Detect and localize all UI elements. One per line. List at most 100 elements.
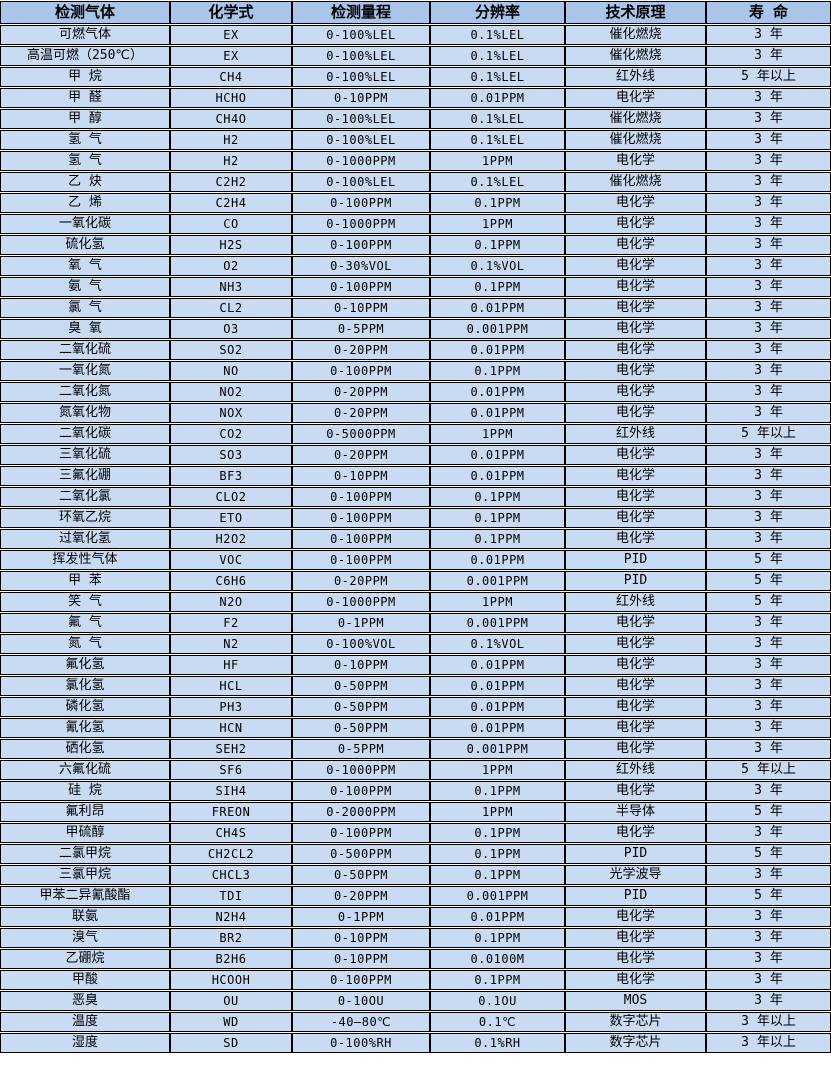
cell-gas: 二氧化硫 bbox=[0, 340, 170, 360]
cell-range: 0-100%LEL bbox=[292, 172, 430, 192]
cell-range: 0-2000PPM bbox=[292, 802, 430, 822]
cell-range: 0-20PPM bbox=[292, 403, 430, 423]
cell-formula: CH2CL2 bbox=[170, 844, 292, 864]
cell-gas: 硅 烷 bbox=[0, 781, 170, 801]
cell-formula: OU bbox=[170, 991, 292, 1011]
cell-principle: PID bbox=[565, 844, 706, 864]
cell-lifespan: 3 年以上 bbox=[706, 1033, 831, 1053]
cell-principle: 电化学 bbox=[565, 256, 706, 276]
cell-gas: 甲 苯 bbox=[0, 571, 170, 591]
column-header-lifespan: 寿 命 bbox=[706, 1, 831, 24]
cell-gas: 三氟化硼 bbox=[0, 466, 170, 486]
cell-gas: 氮氧化物 bbox=[0, 403, 170, 423]
cell-formula: TDI bbox=[170, 886, 292, 906]
cell-formula: HF bbox=[170, 655, 292, 675]
cell-range: 0-100PPM bbox=[292, 193, 430, 213]
cell-formula: CH4S bbox=[170, 823, 292, 843]
cell-gas: 湿度 bbox=[0, 1033, 170, 1053]
cell-lifespan: 3 年 bbox=[706, 445, 831, 465]
cell-lifespan: 3 年 bbox=[706, 487, 831, 507]
cell-range: 0-100%RH bbox=[292, 1033, 430, 1053]
cell-principle: 电化学 bbox=[565, 445, 706, 465]
cell-gas: 二氧化碳 bbox=[0, 424, 170, 444]
cell-resolution: 0.1PPM bbox=[430, 235, 565, 255]
cell-lifespan: 3 年 bbox=[706, 235, 831, 255]
cell-formula: SD bbox=[170, 1033, 292, 1053]
cell-resolution: 0.01PPM bbox=[430, 382, 565, 402]
cell-formula: CO2 bbox=[170, 424, 292, 444]
cell-gas: 甲硫醇 bbox=[0, 823, 170, 843]
table-row: 三氟化硼 BF3 0-10PPM 0.01PPM 电化学 3 年 bbox=[0, 466, 831, 486]
cell-lifespan: 3 年 bbox=[706, 214, 831, 234]
cell-range: 0-10PPM bbox=[292, 466, 430, 486]
cell-resolution: 0.1PPM bbox=[430, 277, 565, 297]
cell-range: 0-100PPM bbox=[292, 550, 430, 570]
cell-lifespan: 3 年 bbox=[706, 907, 831, 927]
cell-range: 0-20PPM bbox=[292, 340, 430, 360]
cell-lifespan: 3 年 bbox=[706, 130, 831, 150]
cell-gas: 甲苯二异氰酸酯 bbox=[0, 886, 170, 906]
cell-lifespan: 5 年 bbox=[706, 550, 831, 570]
cell-resolution: 1PPM bbox=[430, 802, 565, 822]
cell-resolution: 0.01PPM bbox=[430, 697, 565, 717]
cell-principle: PID bbox=[565, 550, 706, 570]
cell-principle: 电化学 bbox=[565, 529, 706, 549]
cell-gas: 笑 气 bbox=[0, 592, 170, 612]
cell-resolution: 0.1PPM bbox=[430, 193, 565, 213]
cell-formula: CHCL3 bbox=[170, 865, 292, 885]
cell-range: 0-100PPM bbox=[292, 487, 430, 507]
cell-range: 0-1000PPM bbox=[292, 214, 430, 234]
cell-range: -40—80℃ bbox=[292, 1012, 430, 1032]
cell-resolution: 0.1%LEL bbox=[430, 130, 565, 150]
cell-range: 0-100PPM bbox=[292, 235, 430, 255]
cell-resolution: 0.001PPM bbox=[430, 613, 565, 633]
cell-principle: 电化学 bbox=[565, 655, 706, 675]
cell-formula: CO bbox=[170, 214, 292, 234]
cell-principle: 电化学 bbox=[565, 361, 706, 381]
cell-resolution: 1PPM bbox=[430, 214, 565, 234]
cell-formula: HCN bbox=[170, 718, 292, 738]
cell-formula: H2 bbox=[170, 130, 292, 150]
cell-principle: 电化学 bbox=[565, 319, 706, 339]
cell-formula: N2 bbox=[170, 634, 292, 654]
cell-gas: 氯 气 bbox=[0, 298, 170, 318]
cell-resolution: 0.01PPM bbox=[430, 466, 565, 486]
cell-lifespan: 3 年 bbox=[706, 319, 831, 339]
cell-resolution: 0.1PPM bbox=[430, 487, 565, 507]
cell-range: 0-20PPM bbox=[292, 445, 430, 465]
cell-principle: 电化学 bbox=[565, 949, 706, 969]
cell-range: 0-50PPM bbox=[292, 697, 430, 717]
cell-range: 0-10PPM bbox=[292, 298, 430, 318]
cell-range: 0-100PPM bbox=[292, 970, 430, 990]
table-row: 过氧化氢 H2O2 0-100PPM 0.1PPM 电化学 3 年 bbox=[0, 529, 831, 549]
table-body: 可燃气体 EX 0-100%LEL 0.1%LEL 催化燃烧 3 年高温可燃（250℃） E… bbox=[0, 25, 831, 1053]
cell-formula: N2O bbox=[170, 592, 292, 612]
cell-lifespan: 3 年 bbox=[706, 193, 831, 213]
cell-range: 0-10OU bbox=[292, 991, 430, 1011]
table-row: 可燃气体 EX 0-100%LEL 0.1%LEL 催化燃烧 3 年 bbox=[0, 25, 831, 45]
cell-lifespan: 3 年 bbox=[706, 382, 831, 402]
column-header-range: 检测量程 bbox=[292, 1, 430, 24]
cell-lifespan: 3 年 bbox=[706, 277, 831, 297]
cell-gas: 联氨 bbox=[0, 907, 170, 927]
cell-lifespan: 5 年 bbox=[706, 802, 831, 822]
cell-formula: H2S bbox=[170, 235, 292, 255]
cell-gas: 恶臭 bbox=[0, 991, 170, 1011]
cell-formula: EX bbox=[170, 46, 292, 66]
cell-range: 0-50PPM bbox=[292, 865, 430, 885]
cell-formula: HCHO bbox=[170, 88, 292, 108]
cell-lifespan: 3 年 bbox=[706, 823, 831, 843]
cell-gas: 二氯甲烷 bbox=[0, 844, 170, 864]
cell-formula: H2 bbox=[170, 151, 292, 171]
cell-gas: 氢 气 bbox=[0, 130, 170, 150]
cell-resolution: 0.01PPM bbox=[430, 298, 565, 318]
cell-formula: FREON bbox=[170, 802, 292, 822]
cell-resolution: 0.01PPM bbox=[430, 340, 565, 360]
cell-lifespan: 5 年 bbox=[706, 571, 831, 591]
cell-principle: 电化学 bbox=[565, 193, 706, 213]
cell-range: 0-10PPM bbox=[292, 949, 430, 969]
cell-gas: 乙 烯 bbox=[0, 193, 170, 213]
cell-gas: 一氧化氮 bbox=[0, 361, 170, 381]
cell-lifespan: 5 年以上 bbox=[706, 760, 831, 780]
table-row: 乙硼烷 B2H6 0-10PPM 0.0100M 电化学 3 年 bbox=[0, 949, 831, 969]
